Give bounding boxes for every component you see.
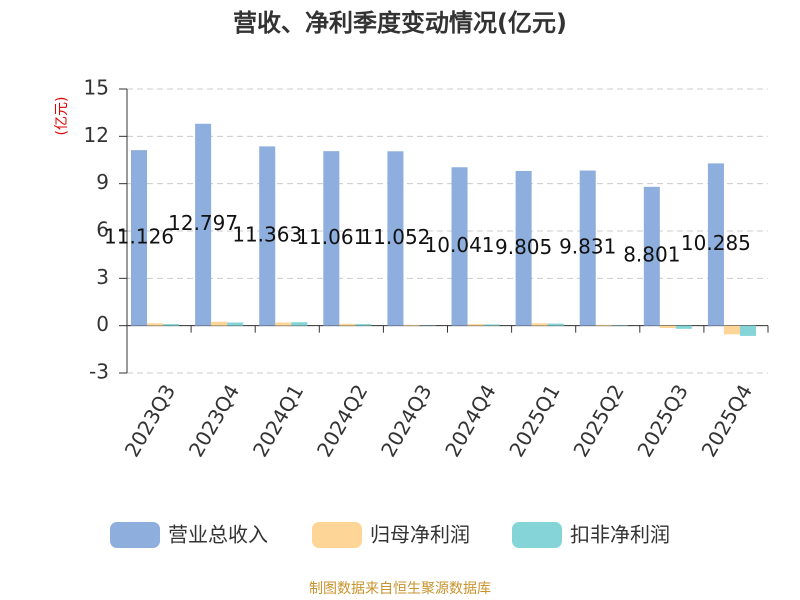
x-tick-label: 2025Q1	[504, 380, 564, 461]
data-label: 8.801	[623, 243, 680, 267]
bar	[147, 323, 164, 326]
y-tick-label: 12	[84, 123, 109, 147]
legend-label: 扣非净利润	[570, 523, 670, 547]
x-tick-label: 2023Q4	[184, 380, 244, 461]
bar	[339, 323, 356, 326]
bar	[675, 325, 692, 329]
bar	[643, 186, 660, 326]
x-tick-label: 2025Q4	[697, 380, 757, 461]
bar	[515, 170, 532, 326]
bar	[403, 324, 420, 326]
bar	[131, 150, 148, 326]
bar	[163, 324, 180, 326]
bar	[595, 324, 612, 326]
x-tick-label: 2024Q1	[248, 380, 308, 461]
legend-label: 营业总收入	[168, 523, 268, 547]
bar	[659, 325, 676, 329]
legend-swatch	[110, 522, 160, 548]
legend-label: 归母净利润	[370, 523, 470, 547]
data-label: 12.797	[168, 211, 238, 235]
bar	[467, 324, 484, 326]
data-label: 9.805	[495, 235, 552, 259]
bar	[259, 146, 276, 326]
legend-swatch	[312, 522, 362, 548]
y-tick-label: -3	[89, 360, 109, 384]
x-tick-label: 2025Q3	[632, 380, 692, 461]
data-label: 11.061	[296, 225, 366, 249]
x-tick-label: 2023Q3	[120, 380, 180, 461]
bar	[483, 324, 500, 326]
data-label: 11.052	[360, 225, 430, 249]
bar	[195, 123, 212, 326]
bar	[579, 170, 596, 326]
y-tick-label: 15	[84, 76, 109, 100]
legend-swatch	[512, 522, 562, 548]
x-tick-label: 2024Q4	[440, 380, 500, 461]
bar	[227, 322, 244, 326]
bar	[387, 151, 404, 326]
data-label: 10.041	[425, 233, 495, 257]
x-tick-label: 2024Q2	[312, 380, 372, 461]
data-label: 11.126	[104, 224, 174, 248]
y-tick-label: 6	[96, 218, 109, 242]
y-tick-label: 9	[96, 170, 109, 194]
chart-title: 营收、净利季度变动情况(亿元)	[233, 9, 567, 37]
bar	[547, 323, 564, 326]
data-label: 11.363	[232, 223, 302, 247]
y-tick-label: 0	[96, 312, 109, 336]
bar	[291, 322, 308, 326]
bar	[355, 324, 372, 326]
data-label: 10.285	[681, 231, 751, 255]
x-tick-label: 2024Q3	[376, 380, 436, 461]
bar	[707, 163, 724, 326]
source-note: 制图数据来自恒生聚源数据库	[309, 581, 491, 597]
bar	[451, 167, 468, 326]
bar	[211, 321, 228, 326]
x-tick-label: 2025Q2	[568, 380, 628, 461]
bar	[531, 323, 548, 326]
y-tick-label: 3	[96, 265, 109, 289]
bar	[323, 151, 340, 326]
bar	[723, 325, 740, 335]
data-label: 9.831	[559, 235, 616, 259]
bar	[739, 325, 756, 336]
y-axis-label: (亿元)	[54, 97, 70, 136]
bar	[275, 322, 292, 326]
